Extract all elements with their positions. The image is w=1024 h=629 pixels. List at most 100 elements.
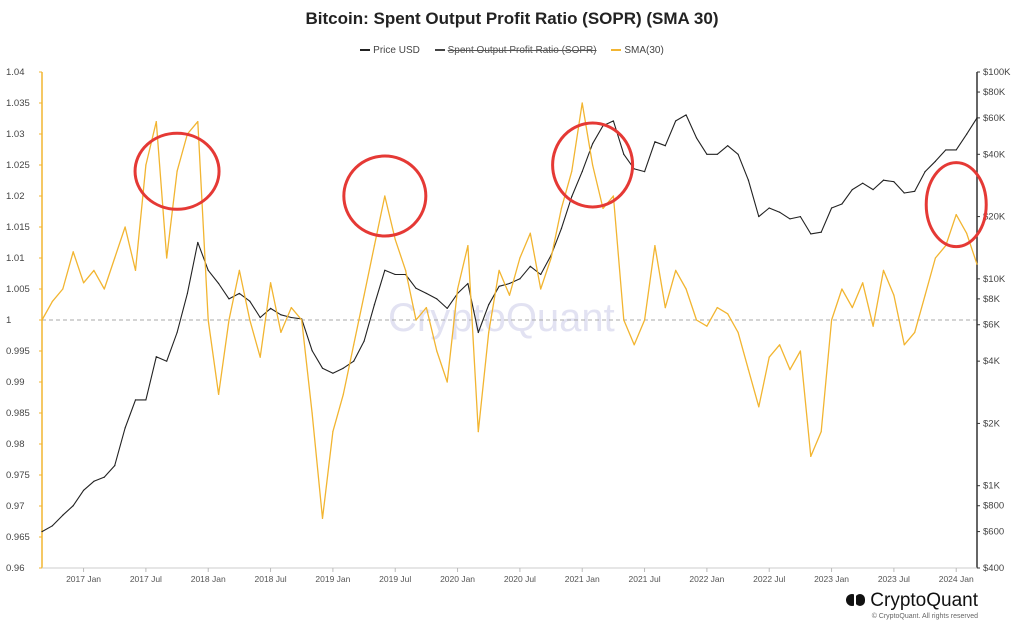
sma30-point — [727, 313, 729, 315]
price-usd-point — [841, 203, 843, 205]
y-left-tick-label: 0.995 — [6, 346, 30, 357]
price-usd-point — [176, 331, 178, 334]
y-left-tick-label: 1.035 — [6, 98, 30, 109]
price-usd-point — [945, 149, 947, 151]
sma30-point — [477, 431, 479, 433]
sma30-point — [737, 331, 739, 333]
copyright-text: © CryptoQuant. All rights reserved — [871, 613, 978, 620]
sma30-point — [540, 288, 542, 290]
price-usd-point — [519, 278, 521, 280]
legend-swatch-sma — [611, 49, 622, 52]
price-usd-point — [810, 233, 812, 235]
price-usd-point — [259, 316, 261, 319]
brand-logo[interactable]: CryptoQuant — [846, 590, 978, 612]
sma30-point — [758, 406, 760, 408]
price-usd-point — [716, 153, 718, 155]
sma30-point — [695, 319, 698, 321]
chart-annotations — [133, 121, 988, 249]
sma30-point — [290, 307, 292, 309]
sma30-point — [488, 331, 490, 333]
sma30-point — [820, 431, 822, 433]
legend-item-sopr[interactable]: Spent Output Profit Ratio (SOPR) — [434, 45, 597, 56]
x-tick-label: 2019 Jan — [315, 574, 350, 584]
x-tick-label: 2021 Jan — [565, 574, 600, 584]
legend-item-sma[interactable]: SMA(30) — [611, 45, 664, 56]
chart-legend: Price USD Spent Output Profit Ratio (SOP… — [0, 45, 1024, 56]
sma30-point — [124, 226, 126, 228]
y-right-tick-label: $6K — [983, 320, 1001, 331]
price-usd-point — [62, 514, 64, 516]
highlight-circle — [133, 131, 221, 211]
price-usd-point — [654, 141, 656, 143]
sma30-point — [612, 195, 614, 197]
price-usd-point — [893, 181, 895, 183]
sma30-point — [425, 307, 427, 309]
sma30-point — [830, 319, 833, 321]
price-usd-point — [706, 153, 708, 155]
price-usd-point — [41, 530, 43, 533]
price-usd-point — [228, 298, 230, 300]
sma30-point — [716, 307, 718, 309]
sma30-line — [41, 102, 978, 520]
price-usd-point — [93, 480, 95, 482]
y-right-tick-label: $60K — [983, 113, 1006, 124]
legend-item-price[interactable]: Price USD — [360, 45, 420, 56]
y-left-tick-label: 0.965 — [6, 532, 30, 543]
price-usd-line — [41, 114, 978, 533]
sma30-point — [114, 257, 116, 259]
price-usd-point — [727, 145, 729, 147]
sma30-point — [373, 245, 376, 247]
sma30-point — [789, 369, 791, 371]
legend-swatch-price — [360, 49, 371, 52]
sma30-point — [134, 269, 137, 271]
sma30-point — [508, 294, 511, 296]
sma30-point — [259, 356, 261, 358]
sma30-point — [249, 319, 251, 321]
sma30-point — [872, 325, 874, 327]
price-usd-point — [758, 215, 760, 218]
price-usd-point — [103, 476, 105, 478]
y-left-tick-label: 1.015 — [6, 222, 30, 233]
price-usd-point — [540, 273, 542, 276]
price-usd-point — [612, 120, 614, 122]
sma30-point — [654, 245, 656, 247]
sma30-point — [664, 307, 666, 309]
price-usd-point — [882, 179, 885, 181]
price-usd-point — [685, 114, 687, 116]
x-tick-label: 2020 Jan — [440, 574, 475, 584]
sma30-point — [924, 294, 926, 296]
sma30-point — [893, 294, 895, 296]
price-usd-point — [779, 211, 781, 213]
sma30-point — [342, 393, 344, 395]
y-right-tick-label: $40K — [983, 149, 1006, 160]
price-usd-point — [321, 367, 324, 369]
price-usd-point — [249, 300, 251, 302]
price-usd-point — [353, 360, 355, 362]
legend-label-sopr: Spent Output Profit Ratio (SOPR) — [447, 45, 597, 56]
price-usd-point — [124, 427, 126, 429]
price-usd-point — [581, 170, 583, 173]
price-usd-point — [747, 179, 750, 181]
x-tick-label: 2019 Jul — [379, 574, 411, 584]
price-usd-point — [571, 195, 573, 198]
price-usd-point — [976, 117, 978, 119]
x-axis: 2017 Jan 2017 Jul 2018 Jan 2018 Jul 2019 Jan… — [42, 567, 977, 584]
sma30-point — [529, 232, 531, 234]
sma30-point — [145, 164, 147, 166]
sma30-point — [934, 257, 937, 259]
price-usd-point — [851, 189, 853, 191]
sma30-point — [685, 288, 687, 290]
sma30-point — [914, 331, 916, 333]
sma30-point — [643, 319, 646, 321]
price-usd-point — [498, 285, 500, 287]
price-usd-point — [789, 218, 791, 220]
price-usd-point — [363, 340, 365, 342]
y-axis-right: $100K $80K $60K $40K $20K $10K $8K $6K $4K $2K $1K… — [976, 67, 1011, 574]
price-usd-point — [373, 304, 376, 306]
price-usd-point — [592, 143, 594, 145]
x-tick-label: 2022 Jul — [753, 574, 785, 584]
price-usd-point — [197, 241, 199, 244]
sma30-point — [550, 257, 552, 259]
sma30-point — [166, 257, 168, 259]
